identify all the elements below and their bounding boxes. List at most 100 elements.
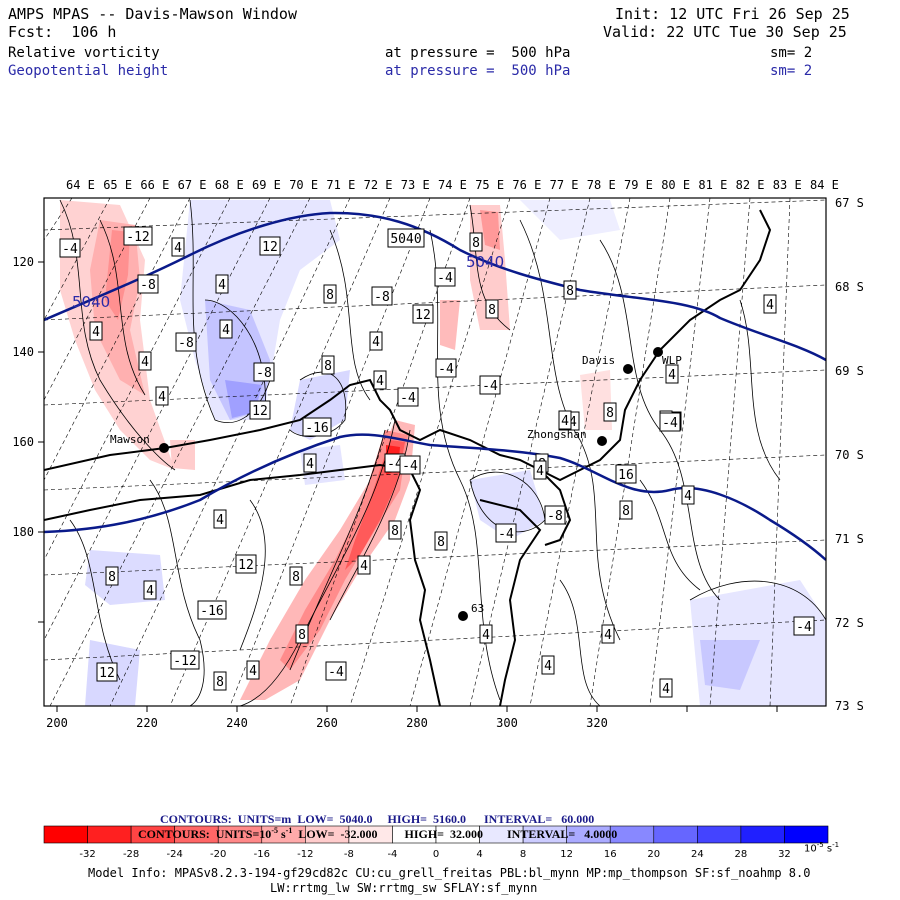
colorbar-tick-labels: -32 -28 -24 -20 -16 -12 -8 -4 0 4 8 12 16 20 24 28 32 <box>79 849 790 860</box>
station-label: 63 <box>471 602 484 615</box>
svg-text:8: 8 <box>298 628 306 643</box>
contour-value-label: 4 <box>143 580 157 600</box>
contour-value-label: 8 <box>603 402 617 422</box>
contour-value-label: -4 <box>399 455 421 475</box>
svg-text:4: 4 <box>174 241 182 256</box>
svg-text:4: 4 <box>668 368 676 383</box>
svg-text:-4: -4 <box>498 527 514 542</box>
svg-text:-4: -4 <box>437 271 453 286</box>
contour-value-label: -4 <box>325 661 347 681</box>
station-label: Zhongshan <box>527 428 587 441</box>
neg-vort-region <box>170 440 195 470</box>
contour-value-label: -8 <box>253 362 275 382</box>
svg-text:4: 4 <box>604 628 612 643</box>
contour-value-label: 12 <box>259 236 281 256</box>
longitude-label: 74 E <box>438 178 467 192</box>
longitude-label: 76 E <box>512 178 541 192</box>
svg-text:-4: -4 <box>400 391 416 406</box>
svg-text:16: 16 <box>618 468 634 483</box>
contour-value-label: 4 <box>665 364 679 384</box>
colorbar-tick-label: 12 <box>560 849 573 860</box>
latitude-label: 70 S <box>835 448 864 462</box>
contour-value-label: 4 <box>246 660 260 680</box>
field2-smoothing: sm= 2 <box>770 63 813 79</box>
contour-value-label: -4 <box>495 523 517 543</box>
svg-text:12: 12 <box>252 404 268 419</box>
forecast-hour: Fcst: 106 h <box>8 23 117 41</box>
svg-text:12: 12 <box>238 558 254 573</box>
svg-text:-16: -16 <box>200 604 223 619</box>
contour-value-label: -12 <box>170 650 200 670</box>
svg-text:4: 4 <box>766 298 774 313</box>
pos-vort-region <box>700 640 760 690</box>
longitude-label: 71 E <box>326 178 355 192</box>
contour-value-label: 8 <box>619 500 633 520</box>
svg-text:-4: -4 <box>796 620 812 635</box>
svg-text:-4: -4 <box>387 457 403 472</box>
longitude-label: 77 E <box>550 178 579 192</box>
contour-value-label: 4 <box>357 555 371 575</box>
colorbar-tick-label: 16 <box>604 849 617 860</box>
colorbar-swatch <box>43 825 88 844</box>
contour-value-label: 8 <box>563 280 577 300</box>
y-tick-label: 140 <box>12 345 34 359</box>
svg-text:4: 4 <box>146 584 154 599</box>
field2-name: Geopotential height <box>8 63 169 79</box>
longitude-label: 73 E <box>401 178 430 192</box>
contour-value-label: 8 <box>213 671 227 691</box>
height-label: 5040 <box>466 253 504 271</box>
svg-text:-4: -4 <box>662 416 678 431</box>
longitude-label: 80 E <box>661 178 690 192</box>
colorbar-tick-label: -16 <box>254 849 270 860</box>
x-tick-label: 300 <box>496 716 518 730</box>
height-contour-labels: 5040 5040 <box>72 253 504 311</box>
svg-text:-4: -4 <box>482 379 498 394</box>
svg-text:8: 8 <box>437 535 445 550</box>
contour-value-label: -16 <box>302 417 332 437</box>
colorbar-tick-label: 24 <box>691 849 704 860</box>
contour-value-label: 4 <box>681 485 695 505</box>
colorbar-tick-label: -4 <box>387 849 397 860</box>
svg-text:-4: -4 <box>328 665 344 680</box>
colorbar-swatch <box>653 825 698 844</box>
contour-value-label: -8 <box>544 505 566 525</box>
colorbar-tick-label: 4 <box>476 849 482 860</box>
station-davis-marker <box>623 364 633 374</box>
colorbar-tick-label: 28 <box>735 849 748 860</box>
neg-vort-region <box>105 230 130 320</box>
colorbar-swatch <box>740 825 785 844</box>
svg-text:-4: -4 <box>438 362 454 377</box>
svg-text:4: 4 <box>684 489 692 504</box>
longitude-label: 65 E <box>103 178 132 192</box>
svg-text:12: 12 <box>262 240 278 255</box>
contour-value-label: 8 <box>289 566 303 586</box>
svg-text:4: 4 <box>141 355 149 370</box>
contour-value-label: 8 <box>321 355 335 375</box>
contour-value-label: 12 <box>249 400 271 420</box>
svg-text:8: 8 <box>472 236 480 251</box>
longitude-label: 83 E <box>773 178 802 192</box>
svg-text:4: 4 <box>536 464 544 479</box>
colorbar-tick-label: -28 <box>123 849 139 860</box>
colorbar-tick-label: -32 <box>79 849 95 860</box>
svg-text:8: 8 <box>326 288 334 303</box>
longitude-label: 81 E <box>698 178 727 192</box>
model-info-line2: LW:rrtmg_lw SW:rrtmg_sw SFLAY:sf_mynn <box>270 881 538 895</box>
x-tick-label: 200 <box>46 716 68 730</box>
contour-value-label: 4 <box>155 386 169 406</box>
field1-name: Relative vorticity <box>8 45 160 61</box>
svg-text:4: 4 <box>306 457 314 472</box>
latitude-label: 69 S <box>835 364 864 378</box>
longitude-label: 82 E <box>736 178 765 192</box>
latitude-label: 71 S <box>835 532 864 546</box>
longitude-label: 66 E <box>140 178 169 192</box>
svg-text:-12: -12 <box>126 230 149 245</box>
field1-smoothing: sm= 2 <box>770 45 813 61</box>
contour-value-label: -4 <box>793 616 815 636</box>
contour-value-label: 4 <box>171 237 185 257</box>
y-tick-label: 180 <box>12 525 34 539</box>
longitude-label: 78 E <box>587 178 616 192</box>
station-label: Mawson <box>110 433 150 446</box>
station-label: Davis <box>582 354 615 367</box>
